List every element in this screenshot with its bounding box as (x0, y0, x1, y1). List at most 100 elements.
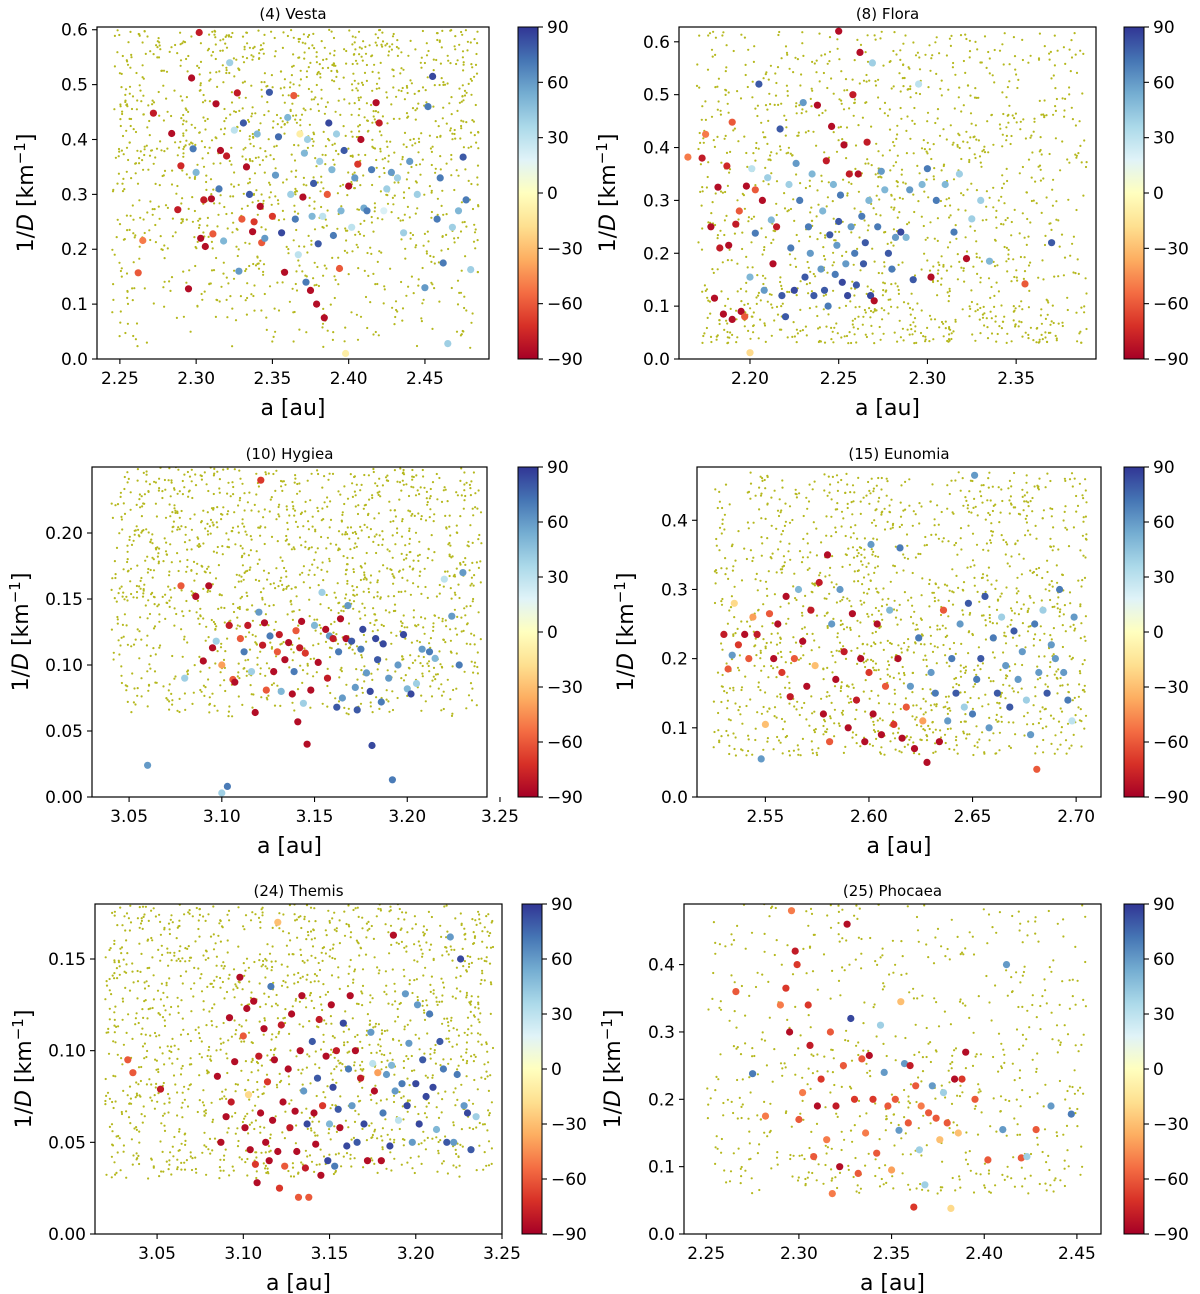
family-point (477, 538, 480, 541)
family-point (731, 333, 734, 336)
family-point (1021, 488, 1024, 491)
family-point (351, 62, 354, 66)
family-point (277, 219, 280, 222)
family-point (1068, 86, 1071, 89)
family-point (366, 251, 369, 255)
family-point (930, 57, 933, 60)
family-point (113, 560, 116, 563)
family-point (1070, 39, 1073, 42)
family-point (376, 217, 379, 220)
family-point (406, 579, 409, 582)
family-point (1023, 494, 1026, 497)
family-point (932, 338, 935, 341)
family-point (270, 535, 274, 539)
family-point (129, 567, 133, 570)
family-point (1006, 562, 1009, 565)
family-point (356, 246, 359, 249)
family-point (922, 139, 925, 142)
family-point (285, 585, 288, 589)
family-point (1008, 63, 1011, 66)
family-point (322, 345, 325, 348)
family-point (281, 489, 284, 492)
family-point (119, 491, 122, 494)
family-point (292, 36, 295, 39)
family-point (182, 132, 185, 135)
family-point (184, 144, 187, 147)
family-point (1085, 161, 1088, 164)
family-point (975, 240, 978, 243)
panel-title: (4) Vesta (259, 5, 326, 23)
obliquity-point (723, 162, 731, 170)
obliquity-point (231, 678, 239, 686)
family-point (247, 554, 250, 557)
family-point (976, 514, 979, 517)
family-point (199, 614, 202, 617)
family-point (752, 152, 755, 155)
family-point (853, 101, 856, 105)
family-point (431, 327, 434, 330)
family-point (346, 556, 349, 560)
family-point (186, 673, 189, 676)
family-point (275, 469, 278, 472)
family-point (902, 181, 905, 184)
family-point (235, 227, 238, 230)
family-point (878, 626, 881, 630)
family-point (375, 44, 378, 47)
family-point (747, 48, 750, 51)
family-point (363, 116, 366, 119)
family-point (429, 685, 432, 688)
family-point (186, 470, 189, 474)
family-point (892, 85, 895, 88)
family-point (846, 483, 849, 486)
family-point (259, 122, 262, 125)
family-point (1083, 727, 1086, 730)
family-point (1070, 106, 1073, 109)
family-point (996, 264, 999, 267)
family-point (168, 467, 171, 470)
obliquity-point (216, 146, 225, 155)
family-point (1003, 202, 1006, 205)
family-point (162, 560, 165, 563)
obliquity-point (742, 182, 751, 190)
family-point (974, 40, 977, 44)
family-point (124, 331, 127, 335)
family-point (1030, 176, 1033, 179)
family-point (719, 190, 723, 193)
family-point (800, 706, 804, 709)
family-point (1054, 334, 1057, 337)
family-point (865, 73, 868, 77)
family-point (1051, 304, 1054, 307)
family-point (786, 53, 789, 56)
family-point (912, 651, 916, 654)
obliquity-point (725, 241, 733, 249)
family-point (138, 630, 141, 633)
family-point (345, 712, 348, 715)
family-point (351, 495, 354, 498)
family-point (316, 265, 319, 269)
family-point (298, 490, 301, 493)
family-point (404, 674, 407, 677)
family-point (442, 585, 445, 588)
family-point (326, 667, 329, 671)
family-point (1078, 482, 1081, 485)
family-point (468, 483, 471, 486)
family-point (875, 484, 878, 487)
family-point (1066, 158, 1069, 161)
family-point (292, 340, 295, 343)
family-point (342, 76, 345, 79)
family-point (205, 625, 208, 628)
family-point (321, 486, 324, 489)
family-point (192, 691, 195, 694)
family-point (182, 119, 185, 122)
family-point (118, 335, 121, 338)
obliquity-point (259, 641, 267, 649)
obliquity-point (835, 217, 843, 226)
family-point (795, 173, 798, 176)
family-point (210, 269, 214, 272)
family-point (335, 75, 338, 78)
family-point (142, 471, 145, 474)
family-point (203, 570, 206, 573)
family-point (455, 524, 458, 527)
family-point (297, 94, 300, 97)
family-point (133, 287, 136, 290)
